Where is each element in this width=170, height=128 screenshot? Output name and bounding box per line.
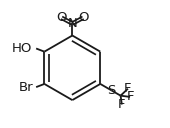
Text: F: F: [124, 82, 132, 95]
Text: F: F: [126, 90, 134, 103]
Text: S: S: [107, 84, 115, 97]
Text: Br: Br: [18, 81, 33, 94]
Text: O: O: [78, 11, 88, 24]
Text: N: N: [67, 17, 77, 30]
Text: F: F: [118, 98, 126, 111]
Text: O: O: [56, 11, 67, 24]
Text: HO: HO: [12, 42, 32, 55]
